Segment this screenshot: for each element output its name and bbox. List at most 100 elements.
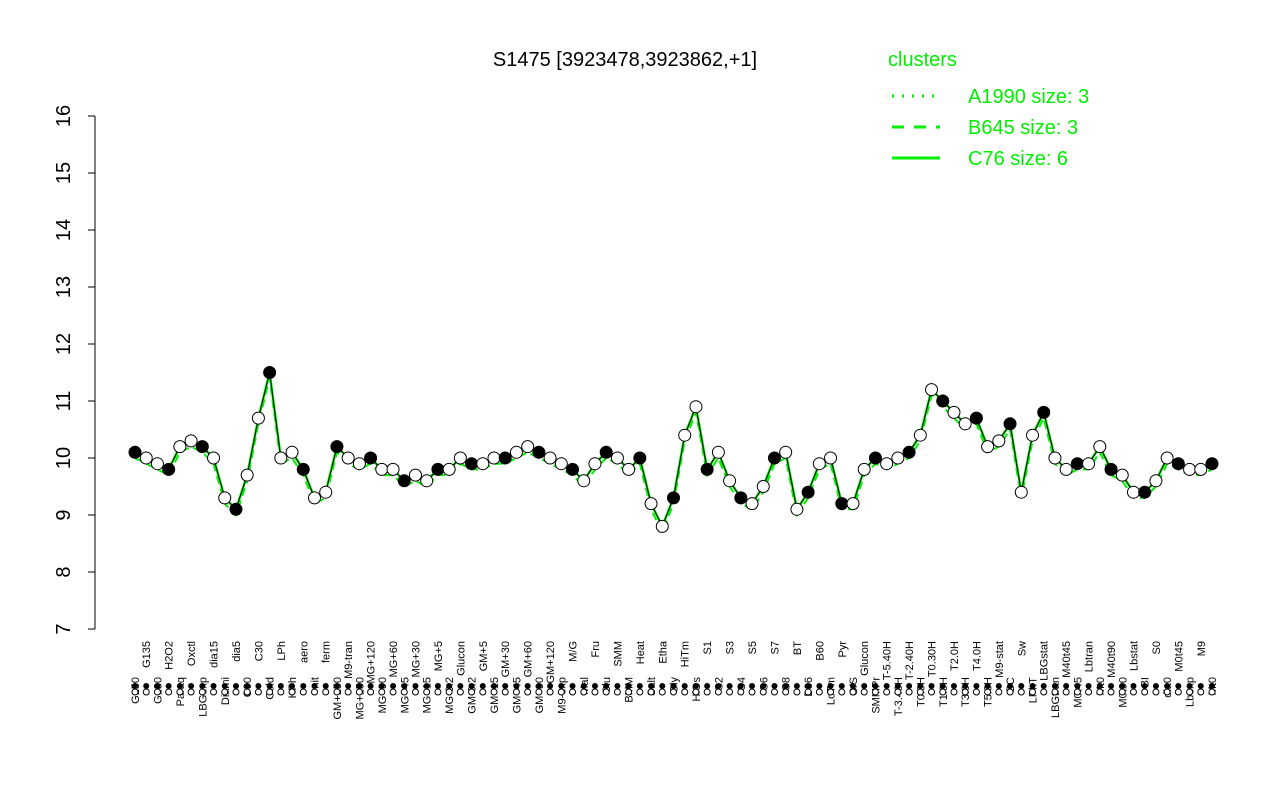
data-point — [711, 445, 725, 459]
x-tick-label: ferm — [321, 641, 333, 663]
x-marker-top — [962, 683, 969, 689]
x-marker-bottom — [344, 688, 352, 696]
x-marker-bottom — [1040, 688, 1048, 696]
data-point — [1126, 485, 1140, 499]
data-points — [128, 366, 1219, 533]
x-marker-bottom — [165, 688, 173, 696]
x-marker-top — [188, 683, 195, 689]
x-marker-top — [143, 683, 150, 689]
x-marker-bottom — [1073, 688, 1081, 696]
x-marker-top — [1209, 683, 1215, 689]
x-marker-top — [939, 683, 946, 689]
x-marker-bottom — [1208, 688, 1216, 696]
x-marker-bottom — [793, 688, 801, 696]
x-tick-label: S5 — [747, 641, 759, 654]
x-marker-top — [423, 683, 430, 689]
x-marker-top — [984, 683, 991, 689]
x-tick-label: S1 — [702, 641, 714, 654]
x-marker-bottom — [647, 688, 655, 696]
x-marker-top — [1096, 683, 1103, 689]
data-point — [173, 440, 187, 454]
x-marker-bottom — [1062, 688, 1070, 696]
x-marker-bottom — [1129, 688, 1137, 696]
x-marker-top — [1108, 683, 1115, 689]
x-marker-bottom — [490, 688, 498, 696]
x-marker-bottom — [1163, 688, 1171, 696]
x-tick-label: GM+60 — [523, 641, 535, 677]
data-point — [420, 474, 434, 488]
x-marker-bottom — [602, 688, 610, 696]
data-point — [442, 462, 456, 476]
data-point — [195, 440, 209, 454]
x-marker-bottom — [916, 688, 924, 696]
x-marker-top — [1175, 683, 1182, 689]
data-point — [1070, 457, 1084, 471]
x-marker-top — [513, 683, 520, 689]
data-point — [734, 491, 748, 505]
x-tick-label: MG+5 — [433, 641, 445, 671]
data-point — [1093, 440, 1107, 454]
x-tick-label: Lbtran — [1084, 641, 1096, 672]
x-marker-top — [614, 683, 621, 689]
x-marker-top — [973, 683, 980, 689]
data-point — [868, 451, 882, 465]
x-marker-top — [692, 683, 699, 689]
x-marker-top — [434, 683, 441, 689]
x-marker-bottom — [456, 688, 464, 696]
x-marker-top — [726, 683, 733, 689]
x-tick-label: M40t90 — [1106, 641, 1118, 678]
x-marker-bottom — [580, 688, 588, 696]
data-point — [308, 491, 321, 505]
y-tick-label: 16 — [53, 105, 75, 127]
x-marker-bottom — [894, 688, 902, 696]
x-marker-bottom — [995, 688, 1003, 696]
data-point — [969, 411, 983, 425]
x-marker-bottom — [423, 688, 431, 696]
x-marker-top — [277, 683, 284, 689]
data-point — [801, 485, 815, 499]
x-marker-bottom — [142, 688, 150, 696]
x-marker-top — [850, 683, 856, 689]
data-point — [509, 445, 523, 459]
x-marker-bottom — [1186, 688, 1194, 696]
x-tick-label: M9 — [1196, 641, 1208, 656]
x-marker-top — [995, 683, 1002, 689]
x-tick-label: GM+5 — [478, 641, 490, 671]
y-tick-label: 11 — [53, 391, 75, 412]
x-marker-top — [1197, 683, 1204, 689]
x-marker-top — [244, 683, 251, 689]
x-marker-bottom — [501, 688, 509, 696]
x-tick-label: T2.0H — [949, 641, 961, 671]
x-marker-bottom — [153, 688, 161, 696]
x-marker-bottom — [625, 688, 633, 696]
x-tick-label: Sw — [1016, 641, 1028, 656]
x-marker-bottom — [187, 688, 195, 696]
data-point — [375, 462, 389, 476]
data-point — [925, 383, 939, 397]
data-point — [296, 462, 310, 476]
data-point — [622, 462, 636, 476]
x-marker-top — [558, 683, 565, 689]
data-point — [521, 440, 535, 454]
x-marker-bottom — [770, 688, 778, 696]
x-marker-bottom — [726, 688, 734, 696]
x-tick-label: H2O2 — [164, 641, 176, 670]
legend-label: C76 size: 6 — [968, 148, 1068, 170]
x-marker-bottom — [692, 688, 700, 696]
y-tick-label: 14 — [53, 219, 75, 241]
data-point — [1115, 468, 1129, 482]
data-point — [1014, 485, 1028, 499]
x-marker-top — [1051, 683, 1058, 689]
data-point — [330, 440, 344, 454]
data-point — [397, 474, 411, 488]
data-point — [1059, 462, 1073, 476]
x-marker-top — [793, 683, 800, 689]
x-tick-label: dia15 — [209, 641, 221, 668]
x-marker-bottom — [512, 688, 520, 696]
data-point — [667, 491, 680, 505]
x-marker-top — [300, 683, 307, 689]
data-point — [577, 474, 591, 488]
x-marker-bottom — [389, 688, 397, 696]
x-tick-label: S7 — [769, 641, 781, 654]
y-tick-label: 15 — [53, 162, 75, 184]
